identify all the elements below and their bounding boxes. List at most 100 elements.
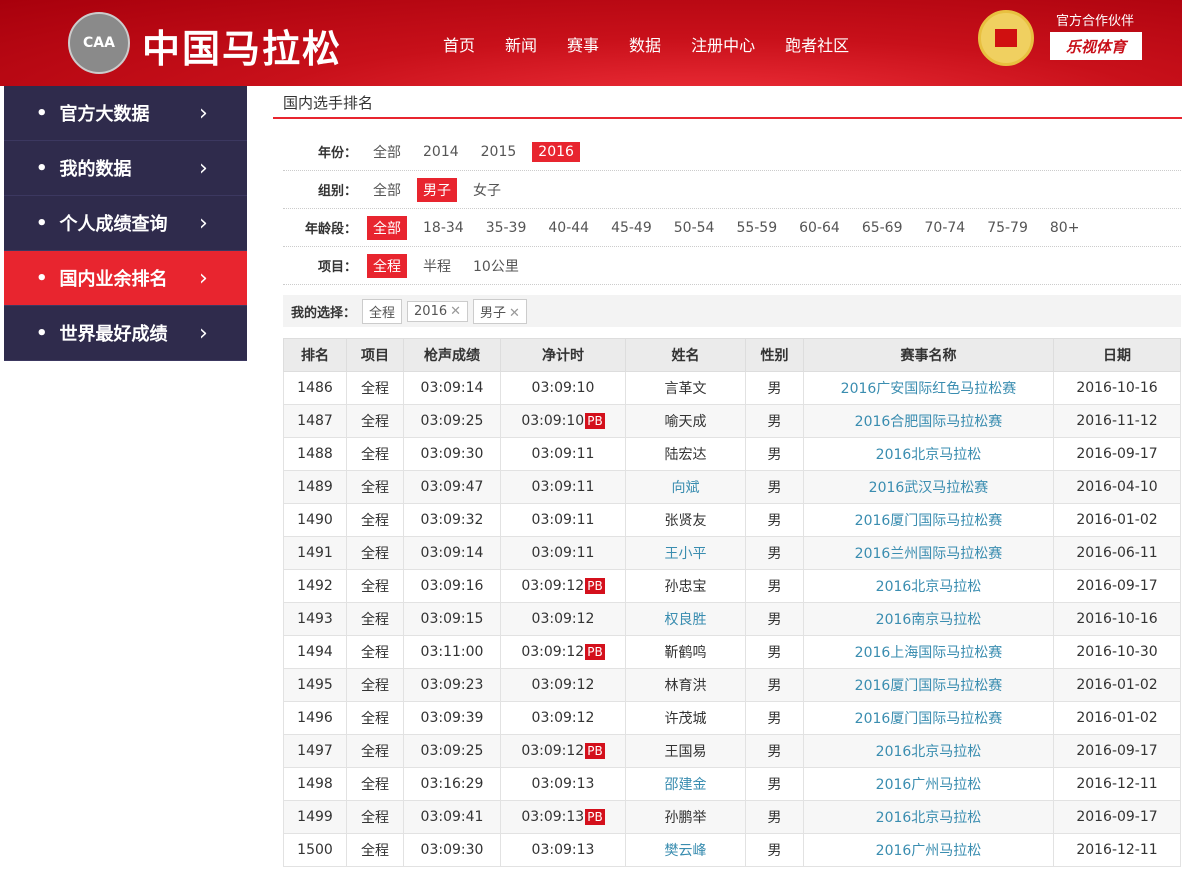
race-name-link[interactable]: 2016广安国际红色马拉松赛 [840, 381, 1017, 397]
filter-option[interactable]: 65-69 [861, 219, 903, 236]
sidebar-item[interactable]: • 世界最好成绩 › [4, 306, 247, 361]
table-row: 1498 全程 03:16:29 03:09:13 邵建金 男 2016广州马拉松 2016-… [283, 767, 1181, 801]
nav-link[interactable]: 跑者社区 [785, 36, 850, 55]
filter-option[interactable]: 全部 [367, 215, 407, 240]
race-name-link[interactable]: 2016厦门国际马拉松赛 [854, 711, 1003, 727]
race-name-link[interactable]: 2016厦门国际马拉松赛 [854, 678, 1003, 694]
chip-label: 2016 [414, 303, 448, 319]
filter-option[interactable]: 2015 [480, 143, 517, 160]
gender-cell: 男 [745, 536, 804, 570]
race-name-link[interactable]: 2016上海国际马拉松赛 [854, 645, 1003, 661]
nav-link[interactable]: 首页 [443, 36, 476, 55]
filter-option[interactable]: 35-39 [485, 219, 527, 236]
filter-option[interactable]: 18-34 [423, 219, 464, 236]
filter-option[interactable]: 55-59 [736, 219, 778, 236]
table-row: 1493 全程 03:09:15 03:09:12 权良胜 男 2016南京马拉松 2016-… [283, 602, 1181, 636]
race-name-link[interactable]: 2016合肥国际马拉松赛 [854, 414, 1003, 430]
column-header[interactable]: 净计时 [500, 338, 626, 372]
column-header[interactable]: 姓名 [625, 338, 746, 372]
race-cell[interactable]: 2016北京马拉松 [803, 437, 1054, 471]
race-cell[interactable]: 2016上海国际马拉松赛 [803, 635, 1054, 669]
race-cell[interactable]: 2016广州马拉松 [803, 833, 1054, 867]
selection-chip[interactable]: 男子 ✕ [473, 298, 527, 324]
filter-option[interactable]: 2016 [532, 141, 580, 162]
filter-option[interactable]: 全部 [373, 144, 401, 161]
column-header[interactable]: 日期 [1053, 338, 1181, 372]
filter-option[interactable]: 40-44 [548, 219, 590, 236]
filter-option[interactable]: 10公里 [473, 258, 519, 275]
sidebar-item[interactable]: • 我的数据 › [4, 141, 247, 196]
column-header[interactable]: 枪声成绩 [403, 338, 501, 372]
race-cell[interactable]: 2016广安国际红色马拉松赛 [803, 371, 1054, 405]
sidebar-item[interactable]: • 国内业余排名 › [4, 251, 247, 306]
race-name-link[interactable]: 2016北京马拉松 [875, 579, 982, 595]
race-name-link[interactable]: 2016兰州国际马拉松赛 [854, 546, 1003, 562]
caa-logo[interactable]: CAA [68, 12, 130, 74]
race-name-link[interactable]: 2016厦门国际马拉松赛 [854, 513, 1003, 529]
race-name-link[interactable]: 2016北京马拉松 [875, 810, 982, 826]
runner-name-link[interactable]: 权良胜 [664, 612, 707, 628]
race-cell[interactable]: 2016广州马拉松 [803, 767, 1054, 801]
remove-icon[interactable]: ✕ [450, 303, 462, 319]
name-cell[interactable]: 向斌 [625, 470, 746, 504]
race-cell[interactable]: 2016厦门国际马拉松赛 [803, 701, 1054, 735]
gun-time-cell: 03:09:41 [403, 800, 501, 834]
runner-name-link[interactable]: 向斌 [671, 480, 700, 496]
name-cell[interactable]: 王小平 [625, 536, 746, 570]
filter-option[interactable]: 60-64 [799, 219, 840, 236]
filter-option[interactable]: 女子 [473, 182, 501, 199]
race-name-link[interactable]: 2016广州马拉松 [875, 777, 982, 793]
runner-name-link[interactable]: 邵建金 [664, 777, 707, 793]
race-cell[interactable]: 2016北京马拉松 [803, 800, 1054, 834]
filter-option[interactable]: 50-54 [673, 219, 715, 236]
filter-option[interactable]: 全部 [373, 182, 401, 199]
race-cell[interactable]: 2016武汉马拉松赛 [803, 470, 1054, 504]
filter-option[interactable]: 全程 [367, 253, 407, 278]
sidebar-item[interactable]: • 个人成绩查询 › [4, 196, 247, 251]
column-header[interactable]: 项目 [346, 338, 404, 372]
event-type-cell: 全程 [346, 404, 404, 438]
filter-option[interactable]: 半程 [423, 258, 451, 275]
race-cell[interactable]: 2016北京马拉松 [803, 734, 1054, 768]
column-header[interactable]: 排名 [283, 338, 347, 372]
rank-cell: 1490 [283, 503, 347, 537]
selection-chip[interactable]: 2016 ✕ [407, 300, 469, 322]
filter-option[interactable]: 80+ [1049, 219, 1080, 236]
filter-option[interactable]: 75-79 [987, 219, 1028, 236]
race-cell[interactable]: 2016厦门国际马拉松赛 [803, 503, 1054, 537]
runner-name: 喻天成 [664, 414, 707, 430]
filter-option[interactable]: 45-49 [611, 219, 652, 236]
name-cell: 靳鹤鸣 [625, 635, 746, 669]
nav-link[interactable]: 赛事 [567, 36, 600, 55]
site-title[interactable]: 中国马拉松 [142, 27, 343, 71]
runner-name-link[interactable]: 王小平 [664, 546, 707, 562]
selection-chip[interactable]: 全程 [362, 298, 403, 324]
race-name-link[interactable]: 2016广州马拉松 [875, 843, 982, 859]
name-cell[interactable]: 樊云峰 [625, 833, 746, 867]
nav-link[interactable]: 注册中心 [691, 36, 756, 55]
runner-name-link[interactable]: 樊云峰 [664, 843, 707, 859]
gun-time-cell: 03:09:25 [403, 404, 501, 438]
column-header[interactable]: 赛事名称 [803, 338, 1054, 372]
remove-icon[interactable]: ✕ [509, 305, 520, 321]
name-cell[interactable]: 权良胜 [625, 602, 746, 636]
nav-link[interactable]: 新闻 [505, 36, 538, 55]
race-name-link[interactable]: 2016南京马拉松 [875, 612, 982, 628]
filter-option[interactable]: 男子 [417, 177, 457, 202]
nav-link[interactable]: 数据 [629, 36, 662, 55]
race-cell[interactable]: 2016南京马拉松 [803, 602, 1054, 636]
filter-option[interactable]: 70-74 [924, 219, 966, 236]
race-name-link[interactable]: 2016武汉马拉松赛 [868, 480, 989, 496]
gender-cell: 男 [745, 635, 804, 669]
column-header[interactable]: 性别 [745, 338, 804, 372]
race-cell[interactable]: 2016北京马拉松 [803, 569, 1054, 603]
sidebar-item[interactable]: • 官方大数据 › [4, 86, 247, 141]
filter-option[interactable]: 2014 [423, 143, 459, 160]
race-name-link[interactable]: 2016北京马拉松 [875, 447, 982, 463]
race-name-link[interactable]: 2016北京马拉松 [875, 744, 982, 760]
name-cell[interactable]: 邵建金 [625, 767, 746, 801]
partner-logo[interactable]: 乐视体育 [1050, 32, 1142, 60]
race-cell[interactable]: 2016合肥国际马拉松赛 [803, 404, 1054, 438]
race-cell[interactable]: 2016厦门国际马拉松赛 [803, 668, 1054, 702]
race-cell[interactable]: 2016兰州国际马拉松赛 [803, 536, 1054, 570]
